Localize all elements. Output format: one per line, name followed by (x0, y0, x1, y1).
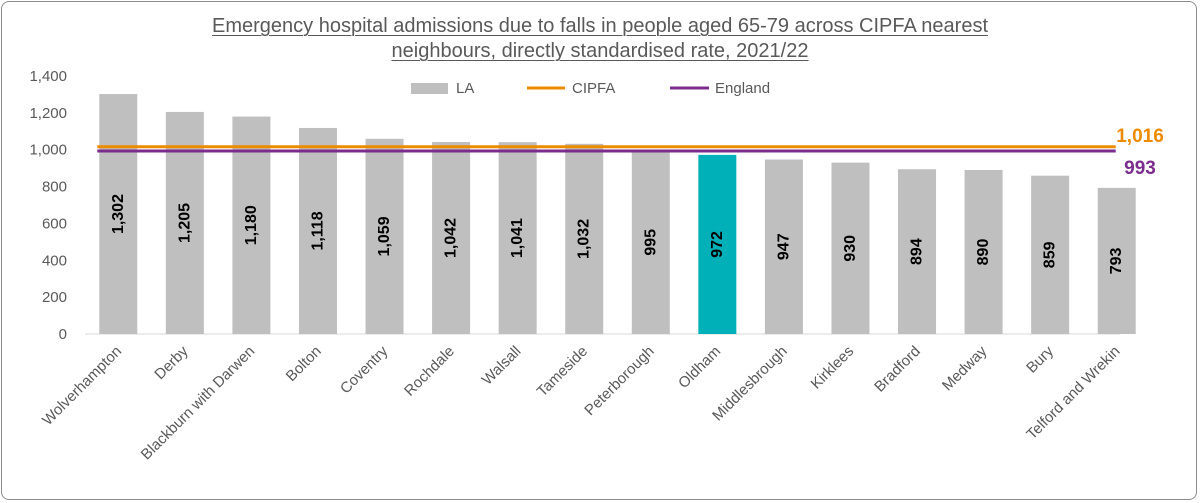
bar (298, 127, 337, 335)
x-tick-label: Bury (1023, 342, 1057, 376)
bar (631, 150, 670, 334)
y-tick-label: 1,400 (29, 68, 67, 85)
bar-value-label: 1,041 (509, 218, 526, 258)
bar-value-label: 1,032 (576, 219, 593, 259)
x-tick-label: Derby (151, 342, 192, 383)
bar-value-label: 972 (709, 231, 726, 258)
y-tick-label: 0 (59, 326, 67, 343)
bar-value-label: 1,180 (243, 205, 260, 245)
bar (232, 116, 271, 335)
chart-title-line-1: Emergency hospital admissions due to fal… (212, 15, 988, 37)
x-tick-label: Wolverhampton (39, 343, 125, 429)
x-tick-label: Blackburn with Darwen (138, 343, 258, 463)
y-tick-label: 400 (42, 252, 67, 269)
bar-value-label: 1,205 (176, 203, 193, 243)
legend-label-la: LA (456, 80, 474, 97)
bar-value-label: 930 (842, 235, 859, 262)
x-tick-label: Rochdale (401, 343, 458, 400)
x-tick-label: Oldham (675, 343, 724, 392)
bar (432, 141, 471, 334)
bar (898, 169, 937, 334)
bar (565, 143, 604, 334)
cipfa-value-label: 1,016 (1116, 126, 1164, 147)
x-tick-label: Bolton (283, 343, 325, 385)
y-tick-label: 1,200 (29, 105, 67, 122)
y-tick-label: 200 (42, 289, 67, 306)
bar-value-label: 1,118 (309, 211, 326, 250)
bar (165, 111, 204, 334)
legend-swatch-la (411, 83, 448, 94)
bar-value-label: 890 (975, 239, 992, 266)
legend-label-cipfa: CIPFA (572, 80, 615, 97)
bar-value-label: 1,059 (376, 216, 393, 256)
y-tick-label: 800 (42, 179, 67, 196)
bar-value-label: 793 (1108, 247, 1125, 274)
x-tick-label: Coventry (337, 342, 392, 397)
x-tick-label: Peterborough (581, 343, 657, 419)
bar (1097, 187, 1136, 334)
bar (99, 94, 138, 334)
chart-title-line-2: neighbours, directly standardised rate, … (391, 40, 809, 62)
bar-value-label: 1,302 (110, 194, 127, 234)
bar (964, 169, 1003, 334)
bar (365, 138, 404, 334)
bar (764, 159, 803, 334)
bar-value-label: 995 (642, 229, 659, 256)
bar-value-label: 947 (775, 233, 792, 260)
y-tick-label: 600 (42, 215, 67, 232)
chart-title: Emergency hospital admissions due to fal… (0, 14, 1200, 64)
england-value-label: 993 (1124, 158, 1156, 179)
bar (498, 142, 537, 334)
bar (1031, 175, 1070, 334)
bar (831, 162, 870, 334)
legend-label-england: England (715, 80, 770, 97)
bar (698, 154, 737, 334)
x-tick-label: Tameside (534, 343, 591, 400)
bar-value-label: 894 (909, 238, 926, 265)
bar-value-label: 859 (1042, 241, 1059, 268)
x-tick-label: Walsall (479, 343, 525, 389)
bar-value-label: 1,042 (443, 218, 460, 258)
y-tick-label: 1,000 (29, 142, 67, 159)
x-tick-label: Bradford (871, 343, 924, 396)
x-tick-label: Kirklees (808, 343, 858, 393)
x-tick-label: Medway (939, 342, 991, 394)
